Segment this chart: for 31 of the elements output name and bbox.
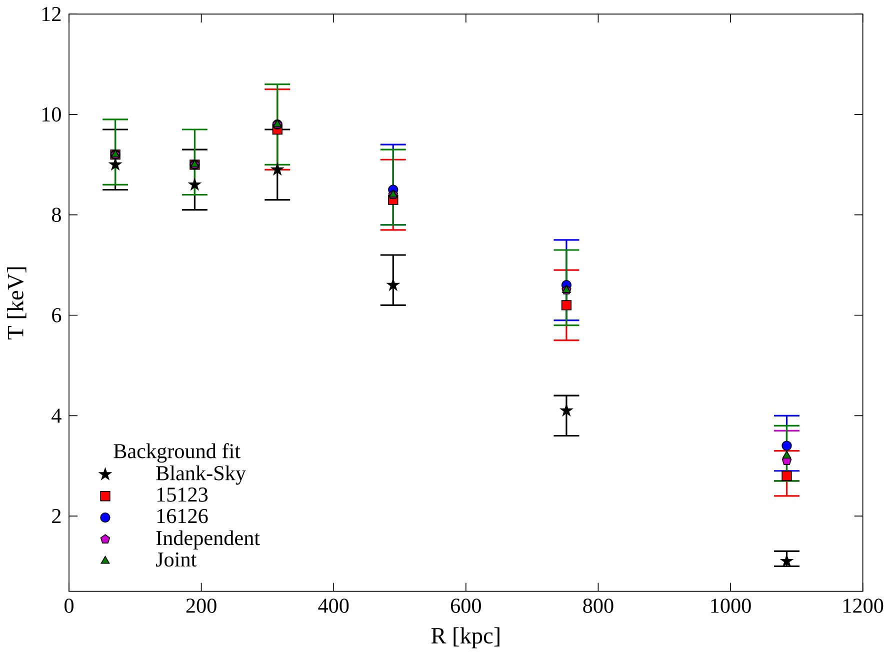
legend-label: 16126 — [157, 508, 208, 523]
y-axis-title: T [keV] — [7, 267, 26, 340]
point — [782, 470, 792, 481]
y-tick-label: 4 — [52, 408, 62, 422]
x-tick-label: 800 — [583, 598, 614, 613]
x-tick-label: 600 — [450, 598, 481, 613]
y-tick-label: 12 — [42, 6, 61, 21]
point — [271, 163, 284, 175]
y-tick-label: 6 — [52, 308, 62, 322]
legend-label: 15123 — [157, 487, 208, 502]
legend-label: Joint — [156, 552, 197, 566]
x-tick-label: 200 — [186, 598, 216, 613]
x-tick-label: 1000 — [711, 598, 751, 613]
point — [780, 554, 793, 566]
point — [109, 158, 122, 170]
point — [561, 300, 572, 310]
legend-title: Background fit — [114, 443, 240, 462]
y-tick-label: 10 — [42, 107, 61, 122]
point — [782, 440, 792, 451]
legend-label: Blank-Sky — [156, 465, 246, 485]
point — [560, 404, 573, 416]
point — [386, 278, 400, 290]
y-tick-label: 8 — [52, 208, 61, 222]
legend-label: Independent — [156, 530, 260, 550]
point — [782, 450, 792, 458]
x-tick-label: 1200 — [844, 598, 884, 613]
point — [188, 178, 201, 190]
x-axis-title: R [kpc] — [431, 627, 500, 648]
y-tick-label: 2 — [52, 508, 61, 523]
x-tick-label: 400 — [318, 598, 349, 613]
x-tick-label: 0 — [64, 598, 74, 613]
